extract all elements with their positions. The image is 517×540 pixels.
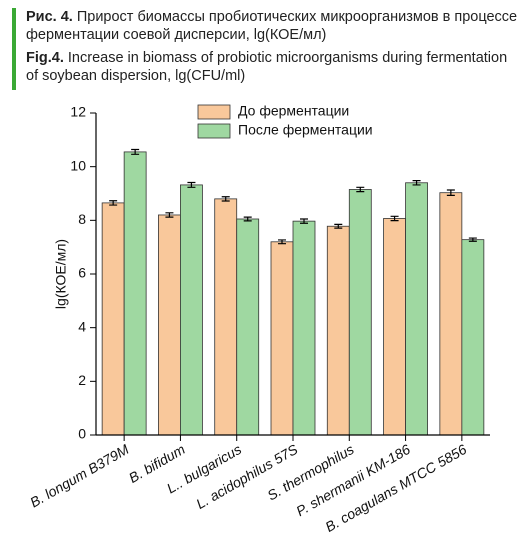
caption-ru-label: Рис. 4.: [26, 9, 73, 25]
bar: [101, 202, 125, 436]
bar: [180, 184, 203, 436]
error-bar: [221, 196, 230, 202]
y-tick-label: 2: [78, 372, 86, 388]
error-bar: [165, 212, 174, 218]
bar: [439, 192, 463, 436]
error-bar: [109, 200, 118, 206]
legend-swatch: [197, 123, 231, 139]
bar: [158, 214, 181, 436]
error-bar: [468, 237, 477, 242]
caption-en-label: Fig.4.: [26, 50, 64, 66]
error-bar: [334, 223, 343, 229]
caption-en-text: Increase in biomass of probiotic microor…: [26, 50, 508, 84]
y-tick-label: 0: [78, 426, 86, 442]
caption-en: Fig.4. Increase in biomass of probiotic …: [26, 49, 517, 85]
bar: [461, 239, 485, 436]
legend-label: До ферментации: [238, 103, 349, 119]
error-bar: [278, 239, 286, 245]
x-tick-label: L. acidophilus 57S: [193, 441, 301, 512]
error-bar: [243, 216, 252, 222]
y-tick-label: 8: [78, 211, 86, 227]
bar: [383, 218, 406, 436]
caption-ru-text: Прирост биомассы пробиотических микроорг…: [26, 9, 517, 43]
legend-swatch: [197, 104, 231, 120]
bar: [270, 241, 294, 436]
caption: Рис. 4. Прирост биомассы пробиотических …: [12, 8, 517, 90]
bar: [123, 151, 147, 436]
legend-label: После ферментации: [238, 122, 373, 138]
y-tick-label: 12: [70, 104, 86, 120]
error-bar: [446, 189, 455, 196]
y-tick-label: 6: [78, 265, 86, 281]
error-bar: [390, 215, 399, 222]
error-bar: [300, 218, 308, 224]
y-tick-label: 4: [78, 318, 86, 334]
y-tick-label: 10: [70, 157, 86, 173]
error-bar: [187, 181, 196, 188]
error-bar: [412, 180, 421, 186]
bar: [214, 198, 238, 436]
bar: [236, 218, 260, 436]
x-tick-label: B. longum B379M: [27, 441, 132, 511]
y-axis-label: lg(КОЕ/мл): [53, 239, 69, 309]
bar: [348, 189, 372, 436]
bar: [405, 182, 428, 436]
bar: [326, 225, 350, 436]
error-bar: [131, 148, 140, 155]
error-bar: [356, 186, 365, 193]
bar: [292, 220, 316, 436]
caption-ru: Рис. 4. Прирост биомассы пробиотических …: [26, 8, 517, 44]
